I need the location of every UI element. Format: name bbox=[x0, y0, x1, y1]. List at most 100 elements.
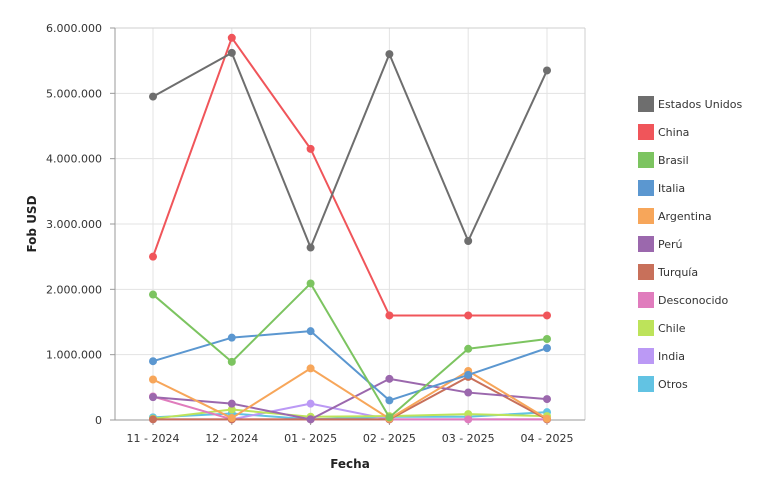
data-point[interactable] bbox=[543, 395, 551, 404]
y-tick-label: 4.000.000 bbox=[46, 153, 102, 166]
y-tick-label: 1.000.000 bbox=[46, 349, 102, 362]
data-point[interactable] bbox=[306, 415, 315, 424]
data-point[interactable] bbox=[543, 344, 551, 353]
legend-item[interactable]: Turquía bbox=[638, 264, 698, 280]
data-point[interactable] bbox=[543, 66, 551, 75]
legend-item[interactable]: Brasil bbox=[638, 152, 689, 168]
legend-swatch bbox=[638, 376, 654, 392]
legend-item[interactable]: Desconocido bbox=[638, 292, 729, 308]
series-line bbox=[152, 51, 548, 249]
x-tick-label: 01 - 2025 bbox=[284, 432, 337, 445]
y-tick-label: 0 bbox=[95, 414, 102, 427]
series-lines bbox=[149, 33, 551, 424]
y-tick-label: 6.000.000 bbox=[46, 22, 102, 35]
legend-label: India bbox=[658, 350, 685, 363]
legend-item[interactable]: Chile bbox=[638, 320, 686, 336]
data-point[interactable] bbox=[464, 344, 473, 353]
legend-swatch bbox=[638, 124, 654, 140]
legend-swatch bbox=[638, 264, 654, 280]
data-point[interactable] bbox=[385, 311, 394, 320]
legend-swatch bbox=[638, 236, 654, 252]
legend-label: Brasil bbox=[658, 154, 689, 167]
series-line bbox=[153, 375, 548, 421]
legend-swatch bbox=[638, 208, 654, 224]
data-point[interactable] bbox=[464, 415, 473, 424]
x-tick-label: 03 - 2025 bbox=[442, 432, 495, 445]
data-point[interactable] bbox=[227, 405, 236, 414]
series-2 bbox=[149, 279, 551, 422]
axes: 0 1.000.000 2.000.000 3.000.000 4.000.000 5.0… bbox=[46, 22, 586, 445]
legend-swatch bbox=[638, 320, 654, 336]
series-line bbox=[152, 377, 548, 421]
y-tick-label: 5.000.000 bbox=[46, 87, 102, 100]
data-point[interactable] bbox=[464, 236, 473, 245]
x-tick-label: 12 - 2024 bbox=[205, 432, 258, 445]
series-line bbox=[152, 330, 548, 402]
data-point[interactable] bbox=[227, 33, 236, 42]
data-point[interactable] bbox=[149, 375, 157, 384]
series-5 bbox=[149, 374, 551, 424]
data-point[interactable] bbox=[306, 399, 315, 408]
data-point[interactable] bbox=[543, 334, 551, 343]
data-point[interactable] bbox=[464, 311, 473, 320]
data-point[interactable] bbox=[543, 311, 551, 320]
legend-label: Estados Unidos bbox=[658, 98, 742, 111]
legend-swatch bbox=[638, 96, 654, 112]
legend-label: Otros bbox=[658, 378, 688, 391]
data-point[interactable] bbox=[306, 243, 315, 252]
data-point[interactable] bbox=[306, 279, 315, 288]
data-point[interactable] bbox=[149, 415, 157, 424]
y-tick-label: 2.000.000 bbox=[46, 283, 102, 296]
data-point[interactable] bbox=[227, 357, 236, 366]
legend-label: Chile bbox=[658, 322, 686, 335]
data-point[interactable] bbox=[464, 388, 473, 397]
series-line bbox=[152, 411, 548, 421]
data-point[interactable] bbox=[306, 327, 315, 336]
legend-swatch bbox=[638, 348, 654, 364]
series-line bbox=[152, 282, 548, 419]
y-tick-label: 3.000.000 bbox=[46, 218, 102, 231]
data-point[interactable] bbox=[227, 48, 236, 57]
data-point[interactable] bbox=[149, 92, 157, 101]
legend-swatch bbox=[638, 180, 654, 196]
data-point[interactable] bbox=[149, 393, 157, 402]
legend-label: Perú bbox=[658, 238, 683, 251]
series-1 bbox=[149, 33, 551, 320]
data-point[interactable] bbox=[149, 252, 157, 261]
x-tick-label: 02 - 2025 bbox=[363, 432, 416, 445]
legend-swatch bbox=[638, 292, 654, 308]
series-line bbox=[152, 36, 547, 317]
gridlines bbox=[115, 27, 585, 420]
y-axis-title: Fob USD bbox=[25, 195, 39, 252]
legend-item[interactable]: Perú bbox=[638, 236, 683, 252]
data-point[interactable] bbox=[149, 290, 157, 299]
series-3 bbox=[149, 327, 551, 405]
series-line bbox=[152, 367, 548, 420]
legend-item[interactable]: China bbox=[638, 124, 689, 140]
legend-item[interactable]: India bbox=[638, 348, 685, 364]
data-point[interactable] bbox=[149, 357, 157, 366]
legend-label: Desconocido bbox=[658, 294, 729, 307]
legend-item[interactable]: Estados Unidos bbox=[638, 96, 742, 112]
data-point[interactable] bbox=[464, 370, 473, 379]
data-point[interactable] bbox=[306, 144, 315, 153]
x-tick-label: 11 - 2024 bbox=[127, 432, 180, 445]
data-point[interactable] bbox=[306, 364, 315, 373]
data-point[interactable] bbox=[543, 414, 551, 423]
legend-label: Italia bbox=[658, 182, 685, 195]
data-point[interactable] bbox=[385, 374, 394, 383]
data-point[interactable] bbox=[227, 399, 236, 408]
data-point[interactable] bbox=[385, 413, 394, 422]
legend-item[interactable]: Italia bbox=[638, 180, 685, 196]
legend-swatch bbox=[638, 152, 654, 168]
legend-label: Turquía bbox=[657, 266, 698, 279]
legend-item[interactable]: Argentina bbox=[638, 208, 712, 224]
data-point[interactable] bbox=[227, 414, 236, 423]
data-point[interactable] bbox=[227, 333, 236, 342]
legend-item[interactable]: Otros bbox=[638, 376, 688, 392]
data-point[interactable] bbox=[385, 50, 394, 59]
data-point[interactable] bbox=[385, 396, 394, 405]
legend-label: Argentina bbox=[658, 210, 712, 223]
